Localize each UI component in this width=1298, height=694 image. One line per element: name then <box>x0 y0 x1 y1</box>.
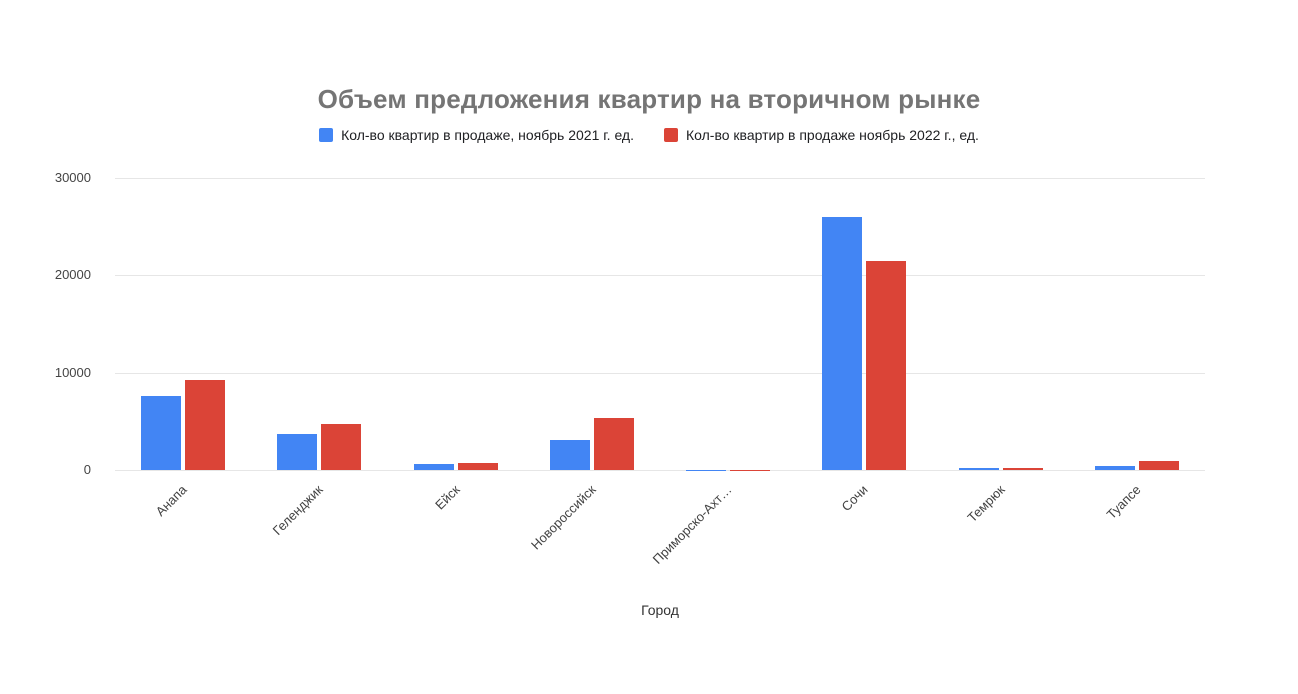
legend-label-2021: Кол-во квартир в продаже, ноябрь 2021 г.… <box>341 127 634 143</box>
bar-series2-category4 <box>593 418 634 470</box>
bar-series1-category3 <box>413 464 454 470</box>
legend-item-2022: Кол-во квартир в продаже ноябрь 2022 г.,… <box>664 127 979 143</box>
bar-series1-category6 <box>822 216 863 470</box>
bar-series2-category8 <box>1138 461 1179 470</box>
legend: Кол-во квартир в продаже, ноябрь 2021 г.… <box>0 127 1298 143</box>
x-axis-labels: Анапа Геленджик Ейск Новороссийск Приморско-… <box>0 482 1298 612</box>
y-axis-tick-label: 10000 <box>54 364 91 380</box>
legend-swatch-2021-icon <box>319 128 334 142</box>
bar-series2-category6 <box>866 260 907 470</box>
gridline <box>115 372 1205 374</box>
bar-group-2 <box>277 424 362 470</box>
bar-series1-category1 <box>141 396 182 470</box>
gridline <box>115 275 1205 277</box>
y-axis-tick-label: 30000 <box>54 170 91 185</box>
y-axis-tick-label: 0 <box>83 462 91 477</box>
bar-series2-category7 <box>1002 468 1043 470</box>
x-axis-tick-label: Геленджик <box>269 482 326 539</box>
gridline <box>115 178 1205 179</box>
y-axis: 0 10000 20000 30000 <box>0 170 103 477</box>
gridline <box>115 470 1205 471</box>
x-axis-tick-label: Новороссийск <box>527 482 599 553</box>
bar-series2-category1 <box>185 380 226 470</box>
bar-series1-category7 <box>958 468 999 470</box>
bar-series2-category2 <box>321 424 362 470</box>
bar-series2-category3 <box>457 463 498 470</box>
x-axis-tick-label: Темрюк <box>964 482 1008 526</box>
bar-group-6 <box>822 216 907 470</box>
bar-group-4 <box>549 418 634 470</box>
legend-label-2022: Кол-во квартир в продаже ноябрь 2022 г.,… <box>686 127 979 143</box>
plot-area <box>115 178 1205 471</box>
x-axis-tick-label: Туапсе <box>1103 482 1144 523</box>
x-axis-tick-label: Ейск <box>431 482 463 513</box>
bar-series1-category8 <box>1094 465 1135 470</box>
bar-group-7 <box>958 468 1043 470</box>
bar-group-8 <box>1094 461 1179 470</box>
legend-item-2021: Кол-во квартир в продаже, ноябрь 2021 г.… <box>319 127 634 143</box>
x-axis-tick-label: Анапа <box>152 482 190 520</box>
x-axis-tick-label: Сочи <box>838 482 871 515</box>
bar-group-3 <box>413 463 498 470</box>
legend-swatch-2022-icon <box>664 128 678 142</box>
chart-title: Объем предложения квартир на вторичном р… <box>317 84 981 114</box>
x-axis-tick-label: Приморско-Ахт… <box>649 482 735 567</box>
bar-group-1 <box>141 380 226 470</box>
bar-series1-category4 <box>549 439 590 470</box>
y-axis-tick-label: 20000 <box>54 267 91 283</box>
x-axis-title: Город <box>641 602 679 618</box>
bar-series1-category2 <box>277 434 318 470</box>
